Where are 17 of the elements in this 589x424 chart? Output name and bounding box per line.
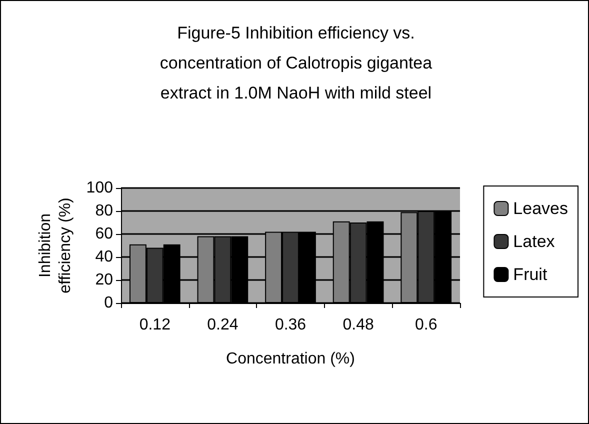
y-axis-title: Inhibition efficiency (%) [36, 198, 74, 294]
y-tick-label: 60 [95, 226, 114, 242]
x-tick-label: 0.36 [274, 316, 306, 334]
y-tick-label: 80 [95, 202, 114, 220]
y-tick-label: 0 [104, 294, 114, 312]
x-tick-label: 0.24 [207, 316, 238, 334]
legend-label: Latex [513, 232, 556, 251]
x-tick-label: 0.48 [342, 316, 374, 334]
legend-label: Fruit [513, 265, 548, 284]
y-tick-label: 40 [95, 248, 114, 266]
x-axis-title: Concentration (%) [226, 350, 355, 368]
y-tick-label: 100 [86, 180, 114, 196]
x-tick-label: 0.12 [139, 316, 171, 334]
chart-title: Figure-5 Inhibition efficiency vs. concentration of Calotropis gigantea extract in 1.0M NaoH with mild steel [160, 24, 433, 102]
legend-label: Leaves [513, 199, 568, 218]
y-tick-label: 20 [95, 272, 114, 288]
x-tick-label: 0.6 [414, 316, 438, 334]
